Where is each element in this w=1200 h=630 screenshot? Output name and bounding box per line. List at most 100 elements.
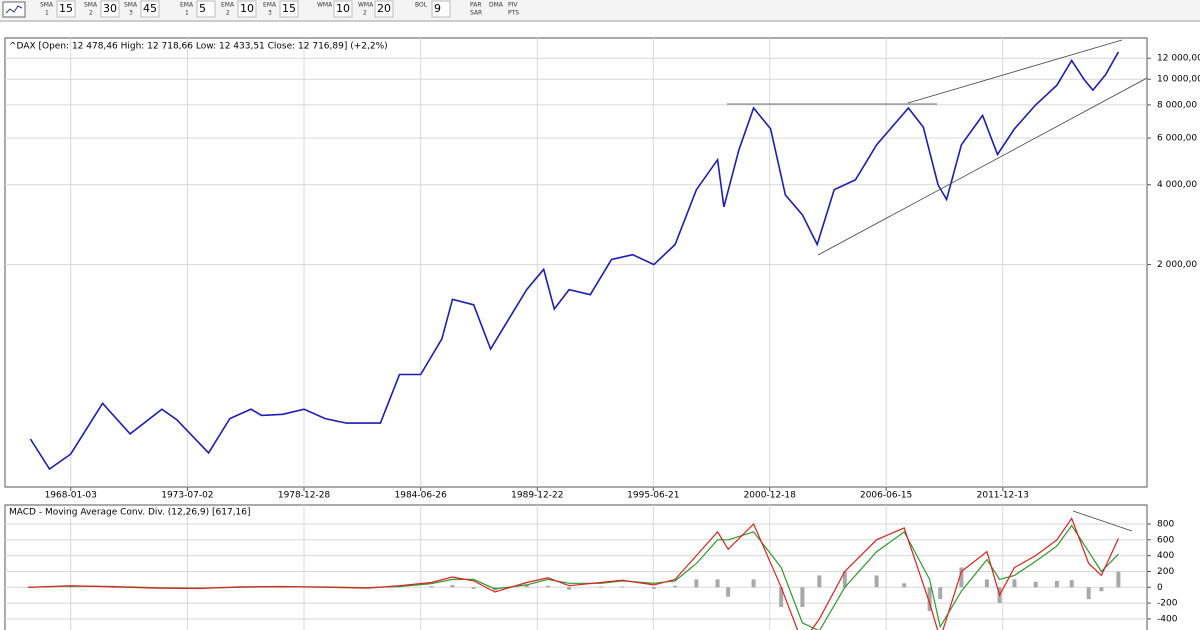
histogram-bar xyxy=(902,583,907,588)
histogram-bar xyxy=(694,579,699,588)
histogram-bar xyxy=(280,587,285,588)
y-tick-label: 400 xyxy=(1157,551,1174,561)
indicator-button[interactable]: BOL 9 xyxy=(415,0,451,18)
indicator-input xyxy=(237,0,257,18)
histogram-bar xyxy=(195,587,200,588)
y-tick-label: 600 xyxy=(1157,535,1174,545)
indicator-sub: PTS xyxy=(508,10,519,17)
indicator-input xyxy=(333,0,353,18)
x-tick-label: 1989-12-22 xyxy=(511,491,563,501)
indicator-value: 10 xyxy=(240,2,254,15)
indicator-label: SMA xyxy=(84,2,98,9)
indicator-value: 9 xyxy=(434,2,441,15)
indicator-input xyxy=(374,0,394,18)
indicator-label: SMA xyxy=(40,2,54,9)
plot-area xyxy=(5,505,1147,630)
macd-line xyxy=(28,517,1119,630)
macd-panel xyxy=(4,504,1148,630)
histogram-bar xyxy=(620,586,625,588)
indicator-input xyxy=(279,0,299,18)
y-tick-label: 12 000,00 xyxy=(1157,54,1200,64)
histogram-bar xyxy=(1086,587,1091,600)
histogram-bar xyxy=(567,587,572,590)
toolbar xyxy=(0,0,1200,20)
x-tick-label: 1978-12-28 xyxy=(278,491,331,501)
y-tick-label: 2 000,00 xyxy=(1157,260,1197,270)
y-tick-label: -200 xyxy=(1157,599,1178,609)
indicator-value: 45 xyxy=(143,2,157,15)
indicator-value: 5 xyxy=(199,2,206,15)
histogram-bar xyxy=(545,585,550,588)
histogram-bar xyxy=(111,587,116,588)
price-plot: 1968-01-03 1973-07-02 1978-12-28 1984-06-26… xyxy=(5,38,1200,501)
indicator-button[interactable]: WMA 10 xyxy=(317,0,353,18)
indicator-button[interactable]: DMA xyxy=(489,2,504,9)
histogram-bar xyxy=(1012,579,1017,588)
indicator-label: EMA xyxy=(263,2,277,9)
indicator-input xyxy=(196,0,216,18)
histogram-bar xyxy=(1099,587,1104,592)
y-tick-label: 10 000,00 xyxy=(1157,75,1200,85)
indicator-sub: 1 xyxy=(45,10,49,17)
histogram-bar xyxy=(68,586,73,588)
trend-line xyxy=(907,39,1123,104)
histogram-bar xyxy=(651,587,656,589)
indicator-value: 15 xyxy=(282,2,296,15)
histogram-bar xyxy=(715,579,720,588)
chart-icon xyxy=(5,5,23,14)
trend-lines xyxy=(727,39,1147,256)
indicator-value: 20 xyxy=(377,2,391,15)
indicator-sub: 2 xyxy=(363,10,367,17)
x-tick-label: 2006-06-15 xyxy=(860,491,912,501)
histogram-bar xyxy=(1033,581,1038,588)
macd-title: MACD - Moving Average Conv. Div. (12,26,… xyxy=(9,508,251,518)
x-tick-label: 1968-01-03 xyxy=(45,491,97,501)
plot-area xyxy=(5,38,1147,487)
y-tick-label: 6 000,00 xyxy=(1157,134,1197,144)
price-title: ^DAX [Open: 12 478,46 High: 12 718,66 Lo… xyxy=(9,42,388,52)
histogram-bar xyxy=(450,584,455,588)
histogram-bar xyxy=(726,587,731,597)
indicator-input xyxy=(431,0,451,18)
y-tick-label: -400 xyxy=(1157,614,1178,624)
indicator-label: WMA xyxy=(358,2,374,9)
indicator-label: PAR xyxy=(470,2,482,9)
histogram-bar xyxy=(1069,580,1074,588)
histogram-bar xyxy=(842,571,847,588)
indicator-value: 15 xyxy=(59,2,73,15)
indicator-sub: 3 xyxy=(268,10,272,17)
indicator-label: BOL xyxy=(415,2,428,9)
indicator-sub: 2 xyxy=(89,10,93,17)
price-line xyxy=(29,51,1120,471)
histogram-bar xyxy=(959,567,964,588)
y-tick-label: 200 xyxy=(1157,567,1174,577)
macd-line xyxy=(28,524,1119,630)
x-tick-label: 1984-06-26 xyxy=(395,491,448,501)
histogram-bar xyxy=(817,575,822,588)
histogram-bar xyxy=(779,587,784,608)
chart-icon-button[interactable] xyxy=(2,1,26,18)
indicator-label: WMA xyxy=(317,2,333,9)
trend-line xyxy=(817,77,1147,256)
x-tick-label: 1973-07-02 xyxy=(161,491,213,501)
histogram-bar xyxy=(429,586,434,588)
histogram-bar xyxy=(673,585,678,588)
price-panel xyxy=(4,37,1148,488)
histogram-bar xyxy=(1116,571,1121,588)
histogram-bar xyxy=(471,587,476,589)
histogram-bar xyxy=(751,579,756,588)
histogram-bar xyxy=(1054,580,1059,588)
trend-line xyxy=(1072,510,1133,532)
x-tick-label: 2011-12-13 xyxy=(977,491,1029,501)
